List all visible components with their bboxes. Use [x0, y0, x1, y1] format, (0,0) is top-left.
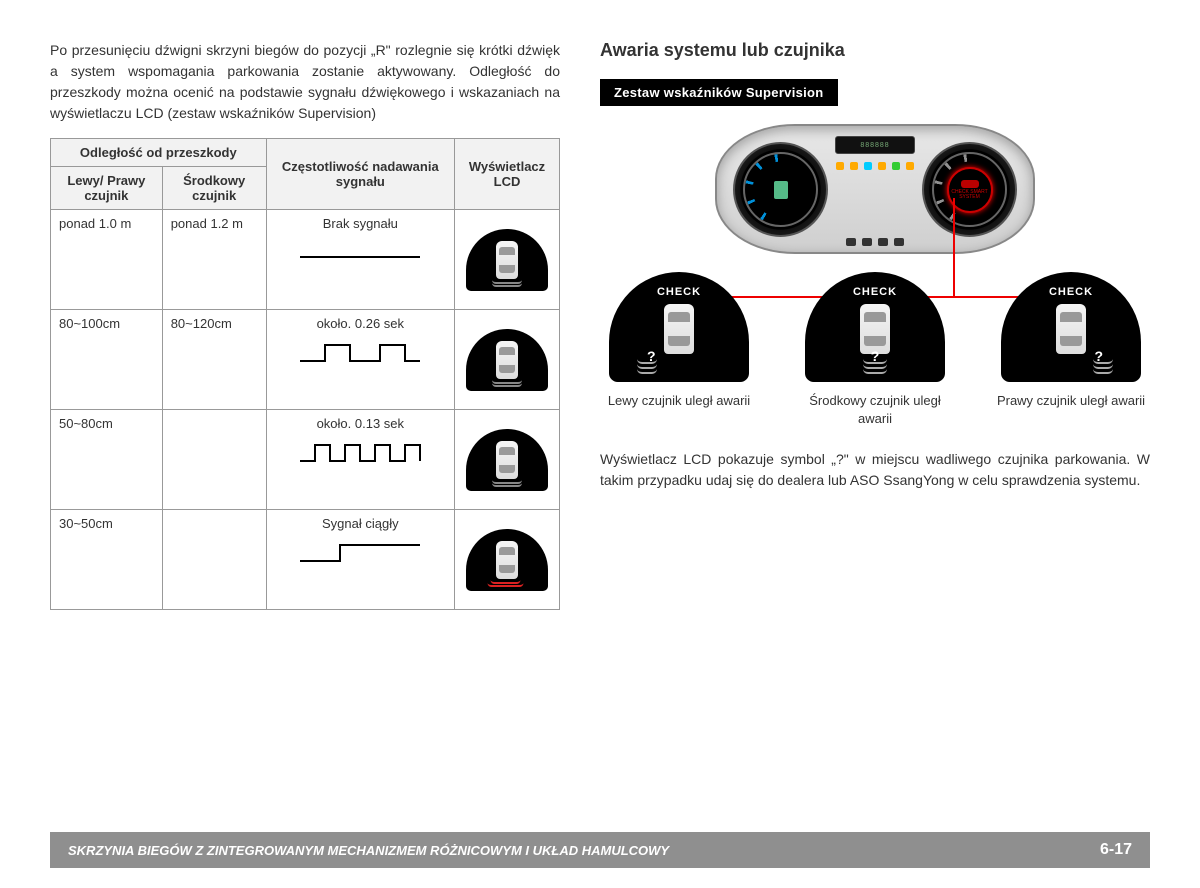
cell-freq: Sygnał ciągły — [266, 510, 454, 610]
sensor-fail-label: Prawy czujnik uległ awarii — [996, 392, 1146, 410]
footer-text: SKRZYNIA BIEGÓW Z ZINTEGROWANYM MECHANIZ… — [68, 843, 669, 858]
table-row: ponad 1.0 m ponad 1.2 m Brak sygnału — [51, 210, 560, 310]
warning-icons-bottom — [846, 238, 904, 246]
cell-freq: około. 0.13 sek — [266, 410, 454, 510]
cell-center — [162, 510, 266, 610]
cell-lcd — [455, 310, 560, 410]
cell-lcd — [455, 210, 560, 310]
cell-center — [162, 410, 266, 510]
th-freq: Częstotliwość nadawania sygnału — [266, 139, 454, 210]
sensor-fail-icon: CHECK ? — [609, 272, 749, 382]
cell-lr: ponad 1.0 m — [51, 210, 163, 310]
cell-center: 80~120cm — [162, 310, 266, 410]
cluster-diagram: 888888 CHECK SMART SYSTEM CHECK ? Lewy c… — [600, 124, 1150, 427]
th-distance: Odległość od przeszkody — [51, 139, 267, 167]
cell-lcd — [455, 510, 560, 610]
lcd-icon — [466, 229, 548, 291]
supervision-bar: Zestaw wskaźników Supervision — [600, 79, 838, 106]
table-row: 80~100cm 80~120cm około. 0.26 sek — [51, 310, 560, 410]
table-row: 50~80cm około. 0.13 sek — [51, 410, 560, 510]
right-column: Awaria systemu lub czujnika Zestaw wskaź… — [600, 40, 1150, 610]
cell-lcd — [455, 410, 560, 510]
instrument-cluster: 888888 CHECK SMART SYSTEM — [715, 124, 1035, 254]
sensor-fail-item: CHECK ? Lewy czujnik uległ awarii — [604, 272, 754, 427]
left-column: Po przesunięciu dźwigni skrzyni biegów d… — [50, 40, 560, 610]
page-footer: SKRZYNIA BIEGÓW Z ZINTEGROWANYM MECHANIZ… — [50, 832, 1150, 868]
callout-line — [953, 198, 955, 296]
sensor-fail-icon: CHECK ? — [1001, 272, 1141, 382]
lcd-icon — [466, 429, 548, 491]
sensor-fail-label: Środkowy czujnik uległ awarii — [800, 392, 950, 427]
th-lcd: Wyświetlacz LCD — [455, 139, 560, 210]
table-row: 30~50cm Sygnał ciągły — [51, 510, 560, 610]
sensor-fail-icon: CHECK ? — [805, 272, 945, 382]
sensor-fail-item: CHECK ? Środkowy czujnik uległ awarii — [800, 272, 950, 427]
intro-text: Po przesunięciu dźwigni skrzyni biegów d… — [50, 40, 560, 124]
cell-lr: 50~80cm — [51, 410, 163, 510]
cell-freq: Brak sygnału — [266, 210, 454, 310]
page-number: 6-17 — [1100, 841, 1132, 859]
th-center: Środkowy czujnik — [162, 167, 266, 210]
sensor-fail-label: Lewy czujnik uległ awarii — [604, 392, 754, 410]
after-text: Wyświetlacz LCD pokazuje symbol „?" w mi… — [600, 449, 1150, 491]
right-gauge: CHECK SMART SYSTEM — [922, 142, 1017, 237]
sensor-fail-item: CHECK ? Prawy czujnik uległ awarii — [996, 272, 1146, 427]
warning-icons-top — [836, 162, 914, 170]
lcd-icon — [466, 529, 548, 591]
lcd-icon — [466, 329, 548, 391]
distance-table: Odległość od przeszkody Częstotliwość na… — [50, 138, 560, 610]
cell-center: ponad 1.2 m — [162, 210, 266, 310]
cell-lr: 30~50cm — [51, 510, 163, 610]
left-gauge — [733, 142, 828, 237]
odometer: 888888 — [835, 136, 915, 154]
cell-lr: 80~100cm — [51, 310, 163, 410]
cell-freq: około. 0.26 sek — [266, 310, 454, 410]
right-title: Awaria systemu lub czujnika — [600, 40, 1150, 61]
th-lr: Lewy/ Prawy czujnik — [51, 167, 163, 210]
